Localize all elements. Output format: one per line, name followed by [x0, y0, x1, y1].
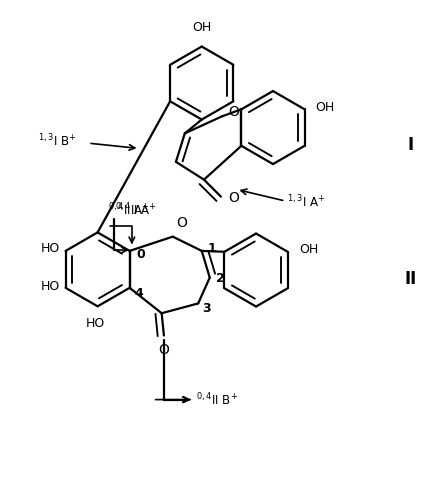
- Text: 2: 2: [216, 272, 225, 285]
- Text: HO: HO: [86, 318, 105, 330]
- Text: O: O: [159, 344, 169, 357]
- Text: 0: 0: [136, 248, 145, 261]
- Text: $^{1,3}$I B$^{+}$: $^{1,3}$I B$^{+}$: [38, 132, 77, 149]
- Text: II: II: [405, 270, 417, 288]
- Text: OH: OH: [192, 21, 211, 34]
- Text: 1: 1: [208, 242, 217, 255]
- Text: O: O: [177, 216, 187, 230]
- Text: $^{0,4}$II B$^{+}$: $^{0,4}$II B$^{+}$: [195, 392, 237, 408]
- Text: O: O: [228, 105, 239, 119]
- Text: $^{1,3}$I A$^{+}$: $^{1,3}$I A$^{+}$: [287, 194, 326, 210]
- Text: I: I: [408, 136, 414, 154]
- Text: OH: OH: [316, 100, 335, 114]
- Text: $^{0,4}$II A$^{+}$: $^{0,4}$II A$^{+}$: [116, 202, 157, 218]
- Text: HO: HO: [41, 280, 60, 293]
- Text: 4: 4: [134, 286, 143, 300]
- Text: O: O: [228, 192, 239, 205]
- Text: HO: HO: [41, 242, 60, 255]
- Text: 3: 3: [202, 302, 211, 316]
- Text: $^{0,4}$II A$^{+}$: $^{0,4}$II A$^{+}$: [108, 202, 150, 218]
- Text: OH: OH: [299, 243, 318, 256]
